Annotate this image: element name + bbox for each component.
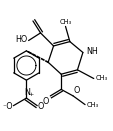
Text: O: O	[42, 97, 49, 106]
Text: CH₃: CH₃	[85, 102, 97, 108]
Text: N: N	[24, 88, 30, 97]
Text: O: O	[73, 86, 79, 95]
Text: NH: NH	[85, 47, 97, 56]
Text: +: +	[28, 92, 33, 97]
Text: CH₃: CH₃	[59, 19, 71, 25]
Text: O: O	[38, 102, 44, 111]
Text: HO: HO	[15, 35, 27, 44]
Text: ⁻O: ⁻O	[2, 102, 13, 111]
Text: CH₃: CH₃	[95, 75, 107, 81]
